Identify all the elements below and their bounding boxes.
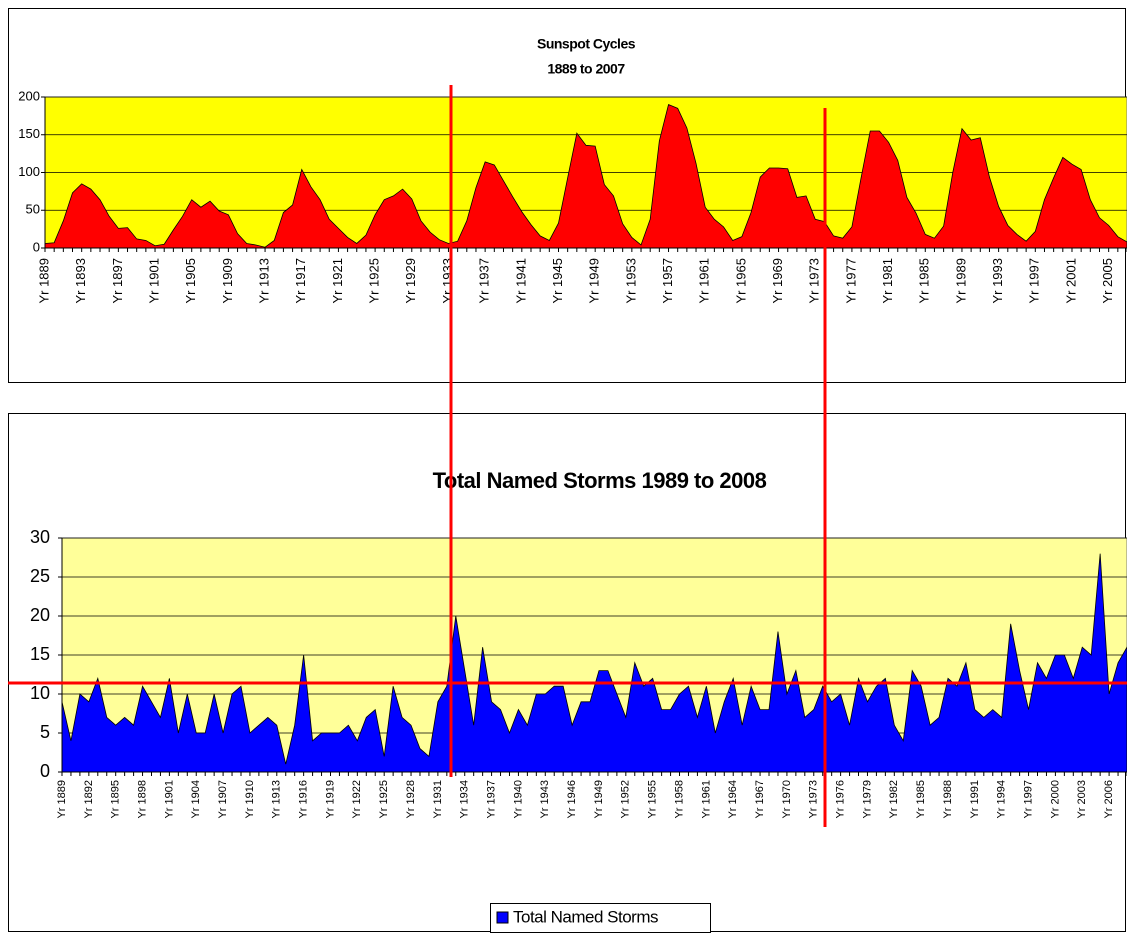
x-tick-label: Yr 1997 [1027, 258, 1042, 304]
chart-subtitle: 1889 to 2007 [547, 61, 625, 77]
x-tick-label: Yr 1943 [539, 780, 551, 819]
x-tick-label: Yr 1945 [550, 258, 565, 304]
x-tick-label: Yr 1928 [405, 780, 417, 819]
x-tick-label: Yr 1913 [271, 780, 283, 819]
x-tick-label: Yr 1922 [351, 780, 363, 819]
x-tick-label: Yr 1895 [110, 780, 122, 819]
x-tick-label: Yr 1967 [754, 780, 766, 819]
x-tick-label: Yr 1981 [880, 258, 895, 304]
area [44, 104, 1127, 249]
x-tick-label: Yr 1949 [593, 780, 605, 819]
x-tick-label: Yr 1937 [477, 258, 492, 304]
x-tick-label: Yr 1940 [512, 780, 524, 819]
x-tick-label: Yr 1907 [217, 780, 229, 819]
y-tick-label: 20 [30, 605, 50, 625]
y-tick-label: 50 [26, 202, 40, 217]
x-tick-label: Yr 1910 [244, 780, 256, 819]
y-tick-label: 0 [40, 761, 50, 781]
x-tick-label: Yr 1989 [953, 258, 968, 304]
y-tick-label: 25 [30, 566, 50, 586]
x-tick-label: Yr 1985 [915, 780, 927, 819]
x-tick-label: Yr 1919 [324, 780, 336, 819]
x-tick-label: Yr 1952 [620, 780, 632, 819]
x-tick-label: Yr 1941 [513, 258, 528, 304]
y-tick-label: 30 [30, 527, 50, 547]
legend-box [490, 903, 711, 933]
x-tick-label: Yr 2000 [1049, 780, 1061, 819]
chart-title: Total Named Storms 1989 to 2008 [433, 468, 767, 493]
x-tick-label: Yr 1988 [942, 780, 954, 819]
x-tick-label: Yr 1892 [83, 780, 95, 819]
x-tick-label: Yr 1946 [566, 780, 578, 819]
x-tick-label: Yr 1889 [36, 258, 51, 304]
x-tick-label: Yr 1929 [403, 258, 418, 304]
x-tick-label: Yr 1889 [56, 780, 68, 819]
x-tick-label: Yr 1965 [733, 258, 748, 304]
x-tick-label: Yr 1973 [807, 258, 822, 304]
y-tick-label: 5 [40, 722, 50, 742]
x-tick-label: Yr 1893 [73, 258, 88, 304]
x-tick-label: Yr 1970 [781, 780, 793, 819]
area [61, 553, 1127, 773]
x-tick-label: Yr 1976 [835, 780, 847, 819]
x-tick-label: Yr 1934 [459, 780, 471, 819]
x-tick-label: Yr 1925 [378, 780, 390, 819]
x-tick-label: Yr 1931 [432, 780, 444, 819]
x-tick-label: Yr 1909 [220, 258, 235, 304]
x-tick-label: Yr 1898 [136, 780, 148, 819]
x-tick-label: Yr 1917 [293, 258, 308, 304]
x-tick-label: Yr 1977 [843, 258, 858, 304]
x-tick-label: Yr 1916 [298, 780, 310, 819]
x-tick-label: Yr 1901 [146, 258, 161, 304]
x-tick-label: Yr 1957 [660, 258, 675, 304]
chart-title: Sunspot Cycles [537, 36, 636, 52]
x-tick-label: Yr 1973 [808, 780, 820, 819]
x-tick-label: Yr 1991 [969, 780, 981, 819]
x-tick-label: Yr 1958 [673, 780, 685, 819]
x-tick-label: Yr 1905 [183, 258, 198, 304]
sunspot-chart: Sunspot Cycles 1889 to 2007 0 50 100 150 200 Yr… [18, 36, 1127, 304]
x-tick-label: Yr 1921 [330, 258, 345, 304]
x-tick-label: Yr 1901 [163, 780, 175, 819]
x-tick-label: Yr 1897 [110, 258, 125, 304]
x-tick-label: Yr 2006 [1103, 780, 1115, 819]
x-tick-label: Yr 1985 [917, 258, 932, 304]
legend-swatch [496, 911, 509, 924]
y-tick-label: 200 [18, 88, 40, 103]
storms-chart: Total Named Storms 1989 to 2008 0 5 10 15 20 2… [30, 468, 1127, 933]
x-tick-label: Yr 1925 [367, 258, 382, 304]
x-tick-label: Yr 1953 [623, 258, 638, 304]
x-tick-label: Yr 1913 [257, 258, 272, 304]
x-tick-label: Yr 1904 [190, 780, 202, 819]
x-tick-label: Yr 1994 [996, 780, 1008, 819]
y-tick-label: 100 [18, 164, 40, 179]
x-tick-label: Yr 1979 [861, 780, 873, 819]
x-tick-label: Yr 1949 [587, 258, 602, 304]
x-tick-label: Yr 1969 [770, 258, 785, 304]
x-tick-label: Yr 1997 [1022, 780, 1034, 819]
x-tick-label: Yr 1937 [485, 780, 497, 819]
x-tick-label: Yr 1964 [727, 780, 739, 819]
x-tick-label: Yr 1961 [700, 780, 712, 819]
y-tick-label: 10 [30, 683, 50, 703]
x-tick-label: Yr 1961 [697, 258, 712, 304]
x-tick-label: Yr 2005 [1100, 258, 1115, 304]
y-tick-label: 15 [30, 644, 50, 664]
y-tick-label: 150 [18, 126, 40, 141]
y-tick-label: 0 [33, 239, 40, 254]
x-tick-label: Yr 1955 [647, 780, 659, 819]
x-tick-label: Yr 2003 [1076, 780, 1088, 819]
x-tick-label: Yr 1993 [990, 258, 1005, 304]
x-tick-label: Yr 2001 [1063, 258, 1078, 304]
x-tick-label: Yr 1933 [440, 258, 455, 304]
x-tick-label: Yr 1982 [888, 780, 900, 819]
legend-label: Total Named Storms [513, 907, 658, 926]
